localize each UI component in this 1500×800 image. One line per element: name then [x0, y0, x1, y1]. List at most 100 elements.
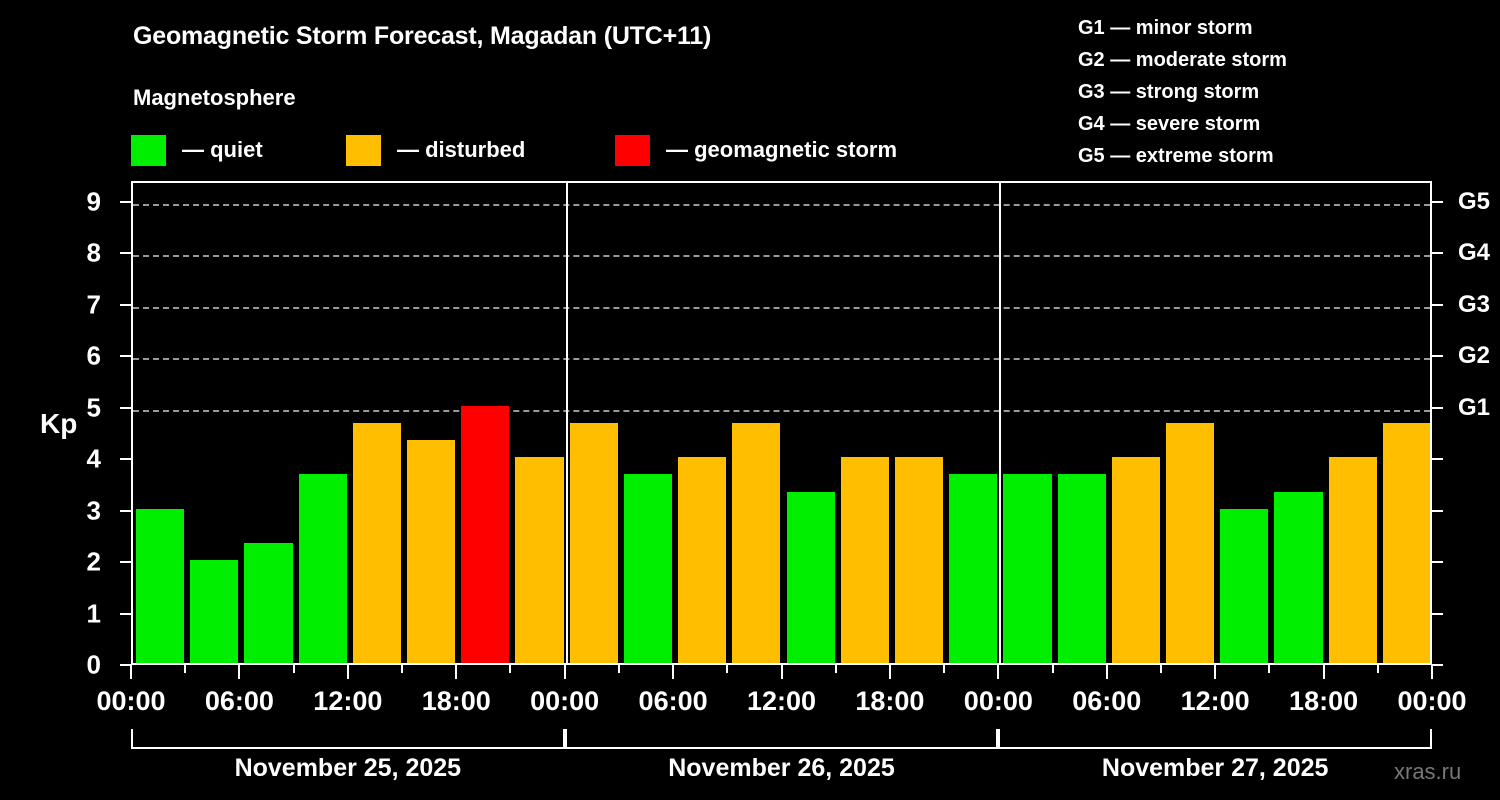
y-tick-label-9: 9 [86, 186, 101, 217]
gscale-legend-row-2: G2 — moderate storm [1078, 49, 1287, 71]
day-bracket-3 [998, 729, 1432, 749]
y-axis-title: Kp [40, 408, 78, 439]
y-tick-label-5: 5 [86, 392, 101, 423]
x-tick-label-4: 00:00 [530, 686, 600, 716]
plot-frame [131, 181, 1432, 665]
gscale-legend-row-1: G1 — minor storm [1078, 17, 1253, 39]
x-tick-minor-21 [1268, 665, 1271, 673]
day-bracket-2 [564, 729, 999, 749]
y-tick-7 [120, 303, 131, 306]
bar [1382, 422, 1430, 663]
x-tick-major-22 [1322, 665, 1325, 679]
x-tick-major-8 [563, 665, 566, 679]
legend-entry-2: — geomagnetic storm [615, 130, 897, 170]
bar [1111, 457, 1160, 663]
g-axis: G1 G2 G3 G4 G5 [1432, 181, 1500, 665]
bar [1057, 474, 1106, 663]
x-tick-minor-15 [943, 665, 946, 673]
x-tick-label-9: 06:00 [1072, 686, 1142, 716]
g-axis-minor-tick-2 [1432, 561, 1443, 564]
legend-label: — geomagnetic storm [666, 137, 898, 162]
bar [732, 422, 781, 663]
x-tick-minor-17 [1051, 665, 1054, 673]
day-divider-1 [565, 183, 568, 663]
day-divider-2 [999, 183, 1002, 663]
x-tick-major-14 [888, 665, 891, 679]
x-tick-label-1: 06:00 [204, 686, 274, 716]
g-axis-minor-tick-0 [1432, 664, 1443, 666]
x-tick-major-2 [238, 665, 241, 679]
x-tick-minor-19 [1159, 665, 1162, 673]
y-tick-label-6: 6 [86, 340, 101, 371]
g-axis-label-g2: G2 [1458, 342, 1491, 370]
y-tick-1 [120, 612, 131, 615]
bar [1003, 474, 1052, 663]
legend-label: — quiet [182, 137, 263, 162]
day-label-2: November 26, 2025 [668, 754, 895, 782]
plot-area [133, 183, 1430, 663]
x-tick-minor-13 [834, 665, 837, 673]
x-tick-major-10 [672, 665, 675, 679]
x-tick-major-16 [997, 665, 1000, 679]
gridline-kp-8 [133, 255, 1430, 258]
x-tick-minor-1 [184, 665, 187, 673]
x-tick-label-5: 06:00 [638, 686, 708, 716]
bar [298, 474, 347, 663]
bar [1328, 457, 1377, 663]
x-tick-label-7: 18:00 [855, 686, 925, 716]
x-tick-minor-23 [1376, 665, 1379, 673]
x-tick-major-0 [130, 665, 132, 679]
bar [190, 560, 239, 663]
x-tick-minor-3 [292, 665, 295, 673]
x-tick-major-20 [1214, 665, 1217, 679]
bar [949, 474, 998, 663]
bar [407, 440, 456, 663]
legend-entry-1: — disturbed [346, 130, 525, 170]
gscale-legend-row-3: G3 — strong storm [1078, 81, 1260, 103]
day-bracket-1 [131, 729, 565, 749]
x-tick-label-10: 12:00 [1180, 686, 1250, 716]
gridline-kp-7 [133, 306, 1430, 309]
x-tick-major-24 [1431, 665, 1433, 679]
day-label-3: November 27, 2025 [1101, 754, 1329, 782]
legend-swatch-icon [615, 134, 650, 166]
gridline-kp-6 [133, 358, 1430, 361]
legend-label: — disturbed [397, 137, 526, 162]
x-tick-major-4 [346, 665, 349, 679]
y-tick-0 [120, 664, 131, 666]
bar [678, 457, 727, 663]
x-tick-major-18 [1105, 665, 1108, 679]
bar [352, 422, 402, 663]
gridline-kp-5 [133, 409, 1430, 412]
bar [515, 457, 564, 663]
y-tick-3 [120, 509, 131, 512]
x-tick-minor-5 [401, 665, 404, 673]
y-tick-4 [120, 458, 131, 461]
magnetosphere-label: Magnetosphere [133, 85, 296, 110]
watermark: xras.ru [1394, 759, 1462, 784]
g-axis-label-g5: G5 [1458, 187, 1491, 215]
x-tick-label-2: 12:00 [313, 686, 383, 716]
x-tick-label-8: 00:00 [963, 686, 1033, 716]
gscale-legend-row-4: G4 — severe storm [1078, 113, 1261, 135]
bar [569, 422, 618, 663]
y-tick-label-1: 1 [86, 598, 101, 628]
gscale-legend-row-5: G5 — extreme storm [1078, 145, 1274, 167]
legend-swatch-icon [346, 134, 381, 166]
bar [1274, 491, 1323, 663]
x-tick-major-12 [780, 665, 783, 679]
x-tick-minor-9 [617, 665, 620, 673]
g-axis-minor-tick-4 [1432, 458, 1443, 461]
bar [1165, 422, 1215, 663]
y-tick-label-2: 2 [86, 546, 101, 577]
day-brackets [131, 729, 1432, 749]
x-tick-label-3: 18:00 [421, 686, 491, 716]
x-axis-labels: 00:00 06:00 12:00 18:00 00:00 06:00 12:00 18:00… [0, 686, 1500, 722]
y-tick-5 [120, 406, 131, 409]
y-axis: 0 1 2 3 4 5 6 7 8 9 [0, 181, 131, 680]
y-tick-label-7: 7 [86, 289, 101, 320]
x-tick-label-6: 12:00 [746, 686, 817, 716]
g-axis-tick-g5 [1432, 200, 1443, 203]
x-tick-major-6 [455, 665, 458, 679]
x-tick-label-12: 00:00 [1397, 686, 1467, 716]
